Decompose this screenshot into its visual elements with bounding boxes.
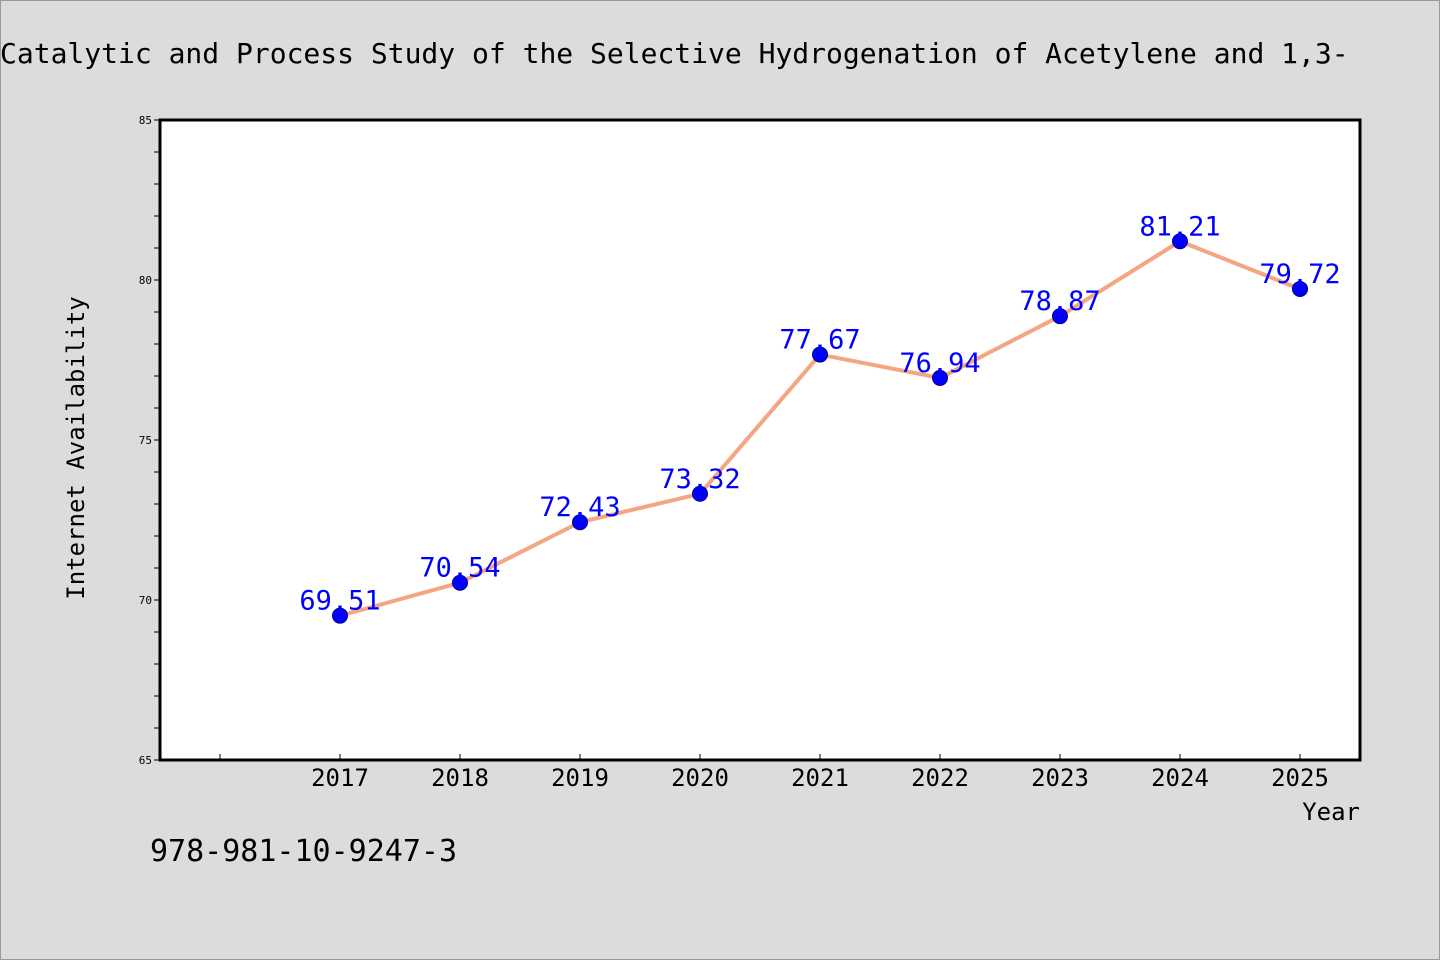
y-tick-label: 65	[139, 754, 152, 767]
y-tick-label: 85	[139, 114, 152, 127]
data-label: 76.94	[899, 348, 980, 379]
data-label: 77.67	[779, 325, 860, 356]
x-tick-label: 2018	[431, 764, 489, 792]
x-tick-label: 2024	[1151, 764, 1209, 792]
x-axis-ticks: 2017 2018 2019 2020 2021 2022 2023 2024 2025	[219, 754, 1329, 792]
data-point	[1052, 308, 1068, 325]
data-label: 72.43	[539, 492, 620, 523]
x-tick-label: 2019	[551, 764, 609, 792]
data-point	[1292, 280, 1308, 297]
data-label: 78.87	[1019, 286, 1100, 317]
data-point	[812, 346, 828, 363]
isbn-code: 978-981-10-9247-3	[150, 834, 458, 869]
data-point	[1172, 233, 1188, 250]
series-layer: 69.51 70.54 72.43 73.32 77.67 76.94 78.87 81.21…	[299, 211, 1341, 624]
data-point	[932, 369, 948, 386]
data-label: 69.51	[299, 586, 380, 617]
x-axis-label: Year	[1302, 798, 1360, 826]
data-label: 81.21	[1139, 211, 1220, 242]
x-tick-label: 2021	[791, 764, 849, 792]
y-tick-label: 70	[139, 594, 152, 607]
data-point	[572, 514, 588, 531]
data-point	[332, 607, 348, 624]
y-axis-label: Internet Availability	[62, 296, 90, 599]
plot-area	[158, 118, 1362, 762]
y-tick-label: 75	[139, 434, 152, 447]
x-tick-label: 2023	[1031, 764, 1089, 792]
x-tick-label: 2025	[1271, 764, 1329, 792]
data-point	[692, 485, 708, 502]
data-label: 73.32	[659, 464, 740, 495]
y-axis-ticks: 65 70 75 80 85	[139, 114, 160, 767]
data-label: 70.54	[419, 553, 500, 584]
x-tick-label: 2020	[671, 764, 729, 792]
page-title: Catalytic and Process Study of the Selec…	[0, 37, 1349, 70]
y-tick-label: 80	[139, 274, 152, 287]
data-point	[452, 574, 468, 591]
x-tick-label: 2017	[311, 764, 369, 792]
x-tick-label: 2022	[911, 764, 969, 792]
data-label: 79.72	[1259, 259, 1340, 290]
